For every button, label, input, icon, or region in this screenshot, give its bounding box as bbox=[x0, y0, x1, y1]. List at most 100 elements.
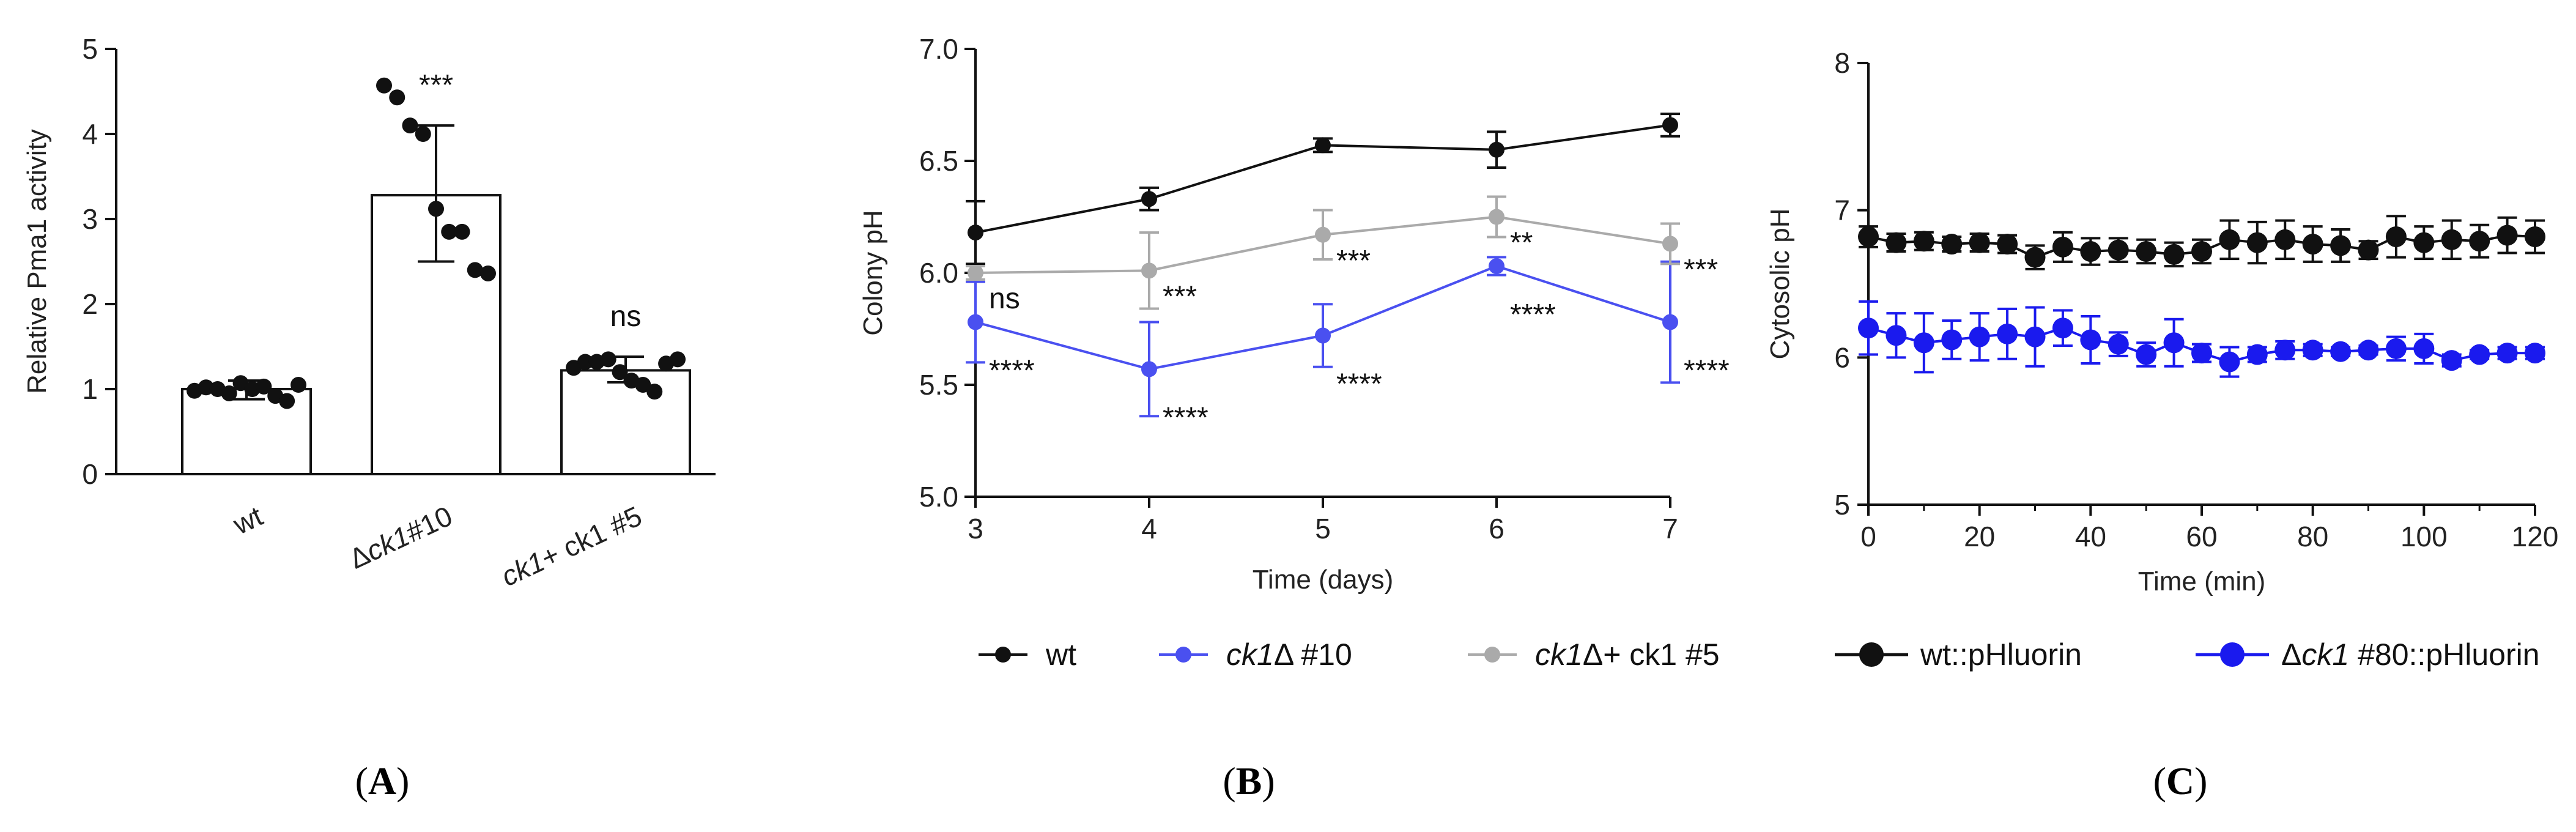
data-point bbox=[2274, 340, 2296, 361]
data-point bbox=[2191, 241, 2212, 262]
data-point bbox=[1858, 318, 1879, 339]
data-point bbox=[2052, 318, 2073, 339]
x-tick-label: 0 bbox=[1860, 521, 1876, 552]
panel-b-chart: 5.0 5.5 6.0 6.5 7.0 3 4 5 6 7 Time (days) Colony pH… bbox=[858, 33, 1730, 672]
data-point bbox=[2024, 247, 2046, 268]
category-label: wt bbox=[228, 500, 268, 541]
data-point bbox=[2413, 338, 2435, 359]
data-point bbox=[2525, 343, 2545, 364]
legend-label: Δck1 #80::pHluorin bbox=[2281, 637, 2540, 672]
legend-label: ck1Δ #10 bbox=[1226, 637, 1352, 672]
data-point bbox=[2246, 232, 2268, 253]
x-tick-label: 4 bbox=[1141, 513, 1157, 544]
legend-marker bbox=[2220, 642, 2245, 667]
legend-marker bbox=[1859, 642, 1884, 667]
data-point bbox=[968, 265, 983, 281]
data-point bbox=[402, 117, 418, 134]
significance-label: **** bbox=[1684, 355, 1730, 387]
data-point bbox=[2469, 231, 2490, 252]
data-point bbox=[1141, 191, 1157, 207]
y-tick-label: 8 bbox=[1834, 47, 1850, 79]
data-point bbox=[256, 378, 272, 395]
data-point bbox=[1141, 361, 1157, 377]
y-axis-title: Colony pH bbox=[858, 210, 888, 335]
x-tick-label: 6 bbox=[1489, 513, 1505, 544]
data-point bbox=[1969, 326, 1990, 347]
significance-label: *** bbox=[1163, 280, 1197, 313]
data-point bbox=[1315, 327, 1331, 344]
data-point bbox=[1941, 329, 1963, 351]
panel-label-a: (A) bbox=[355, 759, 410, 803]
data-point bbox=[2330, 235, 2352, 256]
data-point bbox=[2274, 229, 2296, 250]
data-point bbox=[2136, 344, 2157, 365]
data-point bbox=[600, 351, 616, 368]
data-point bbox=[612, 364, 628, 381]
significance-label: *** bbox=[419, 69, 453, 102]
data-point bbox=[670, 351, 686, 368]
significance-label: *** bbox=[1684, 253, 1718, 286]
data-point bbox=[2330, 341, 2352, 362]
x-tick-label: 3 bbox=[968, 513, 983, 544]
data-point bbox=[2163, 243, 2185, 265]
x-tick-label: 100 bbox=[2400, 521, 2448, 552]
data-point bbox=[1662, 117, 1678, 133]
significance-label: *** bbox=[1336, 245, 1371, 277]
data-point bbox=[467, 262, 483, 278]
data-point bbox=[454, 223, 470, 240]
data-point bbox=[1886, 232, 1907, 253]
bar bbox=[560, 369, 691, 475]
y-tick-label: 5 bbox=[82, 33, 98, 65]
y-tick-label: 7 bbox=[1834, 195, 1850, 226]
legend-marker bbox=[1175, 647, 1191, 663]
data-point bbox=[1913, 231, 1934, 252]
y-axis-title: Relative Pma1 activity bbox=[22, 129, 52, 394]
data-point bbox=[2136, 241, 2157, 262]
data-point bbox=[441, 223, 457, 240]
data-point bbox=[2496, 225, 2518, 246]
data-point bbox=[2219, 229, 2240, 250]
significance-label: ** bbox=[1510, 227, 1533, 259]
data-point bbox=[1141, 262, 1157, 279]
panel-label-b: (B) bbox=[1223, 759, 1275, 803]
data-point bbox=[415, 126, 431, 142]
data-point bbox=[279, 393, 295, 409]
data-point bbox=[2385, 226, 2407, 247]
significance-label: **** bbox=[989, 355, 1035, 387]
data-point bbox=[1913, 332, 1934, 354]
data-point bbox=[2496, 343, 2518, 364]
data-point bbox=[2080, 329, 2101, 351]
data-point bbox=[1662, 314, 1678, 330]
x-tick-label: 60 bbox=[2186, 521, 2217, 552]
y-tick-label: 2 bbox=[82, 288, 98, 320]
data-point bbox=[2052, 236, 2073, 258]
x-tick-label: 40 bbox=[2075, 521, 2106, 552]
x-tick-label: 7 bbox=[1662, 513, 1678, 544]
data-point bbox=[1997, 234, 2018, 255]
data-point bbox=[2413, 232, 2435, 253]
data-point bbox=[2246, 344, 2268, 365]
data-point bbox=[1941, 234, 1963, 255]
data-point bbox=[2191, 343, 2212, 364]
data-point bbox=[2385, 338, 2407, 359]
data-point bbox=[2358, 340, 2379, 361]
y-tick-label: 3 bbox=[82, 203, 98, 235]
data-point bbox=[2108, 333, 2129, 355]
x-tick-label: 20 bbox=[1964, 521, 1995, 552]
data-point bbox=[2219, 351, 2240, 373]
legend-label: wt::pHluorin bbox=[1920, 637, 2082, 672]
data-point bbox=[635, 377, 651, 393]
data-point bbox=[1489, 258, 1505, 275]
data-point bbox=[646, 384, 663, 400]
data-point bbox=[1858, 226, 1879, 247]
significance-label: ns bbox=[610, 300, 642, 333]
y-tick-label: 5 bbox=[1834, 489, 1850, 521]
significance-label: ns bbox=[989, 283, 1020, 315]
category-label: ck1+ ck1 #5 bbox=[497, 500, 647, 592]
data-point bbox=[2024, 326, 2046, 347]
y-tick-label: 6.0 bbox=[919, 257, 958, 289]
data-point bbox=[968, 225, 983, 241]
data-point bbox=[1662, 236, 1678, 252]
